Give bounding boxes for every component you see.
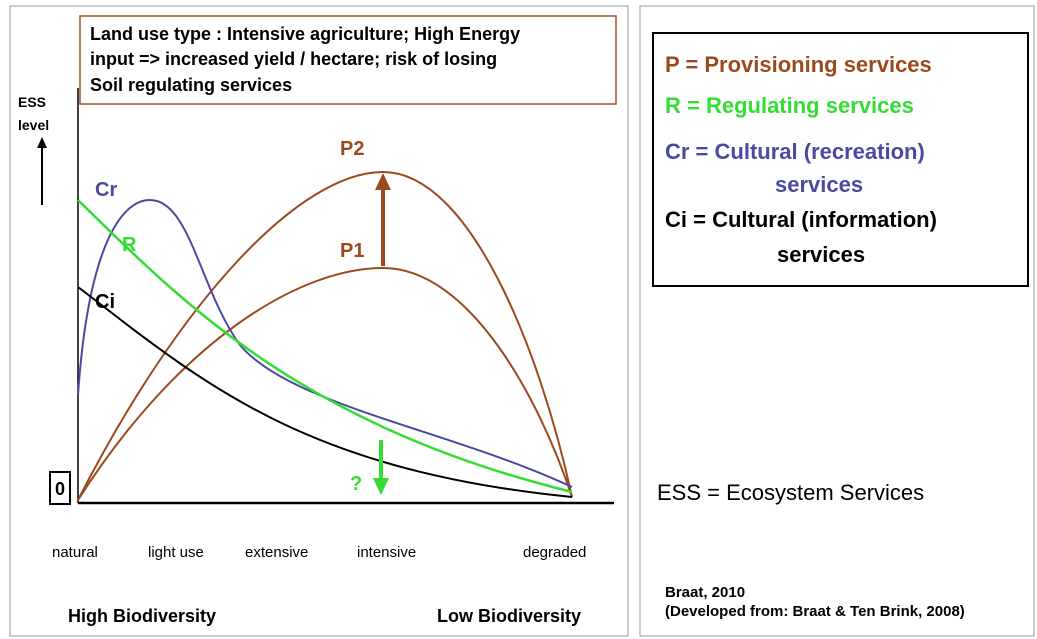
r-curve bbox=[77, 199, 573, 494]
p1-curve bbox=[77, 266, 573, 501]
increase-arrow-head bbox=[375, 173, 391, 190]
cr-curve bbox=[77, 198, 573, 488]
title-line: input => increased yield / hectare; risk… bbox=[90, 49, 497, 69]
p2-curve bbox=[77, 170, 573, 501]
x-label: natural bbox=[52, 544, 98, 561]
title-line: Land use type : Intensive agriculture; H… bbox=[90, 24, 520, 44]
footnote: ESS = Ecosystem Services bbox=[657, 480, 924, 505]
y-axis-label: level bbox=[18, 117, 49, 133]
curve-label: ? bbox=[350, 473, 362, 495]
curve-label: P2 bbox=[340, 138, 364, 160]
legend-entry: Ci = Cultural (information) bbox=[665, 207, 937, 232]
x-label: light use bbox=[148, 544, 204, 561]
legend-entry: Cr = Cultural (recreation) bbox=[665, 139, 925, 164]
curve-label: P1 bbox=[340, 240, 364, 262]
legend-entry: R = Regulating services bbox=[665, 93, 914, 118]
title-line: Soil regulating services bbox=[90, 75, 292, 95]
curve-label: R bbox=[122, 234, 137, 256]
legend-entry: services bbox=[775, 172, 863, 197]
origin-box bbox=[49, 471, 71, 505]
legend-entry: services bbox=[777, 242, 865, 267]
citation: (Developed from: Braat & Ten Brink, 2008… bbox=[665, 603, 965, 620]
x-label: extensive bbox=[245, 544, 308, 561]
ci-curve bbox=[77, 286, 573, 498]
left-panel bbox=[9, 5, 629, 637]
bottom-label: High Biodiversity bbox=[68, 606, 216, 626]
curve-label: Cr bbox=[95, 179, 117, 201]
right-panel bbox=[639, 5, 1035, 637]
citation: Braat, 2010 bbox=[665, 584, 745, 601]
curve-label: Ci bbox=[95, 291, 115, 313]
legend-entry: P = Provisioning services bbox=[665, 52, 932, 77]
y-axis-label: ESS bbox=[18, 94, 46, 110]
legend-box bbox=[652, 32, 1029, 287]
decrease-arrow-head bbox=[373, 478, 389, 495]
x-label: intensive bbox=[357, 544, 416, 561]
title-box bbox=[79, 15, 617, 105]
x-label: degraded bbox=[523, 544, 586, 561]
bottom-label: Low Biodiversity bbox=[437, 606, 581, 626]
origin-label: 0 bbox=[55, 479, 65, 499]
up-arrow-head bbox=[37, 137, 47, 148]
